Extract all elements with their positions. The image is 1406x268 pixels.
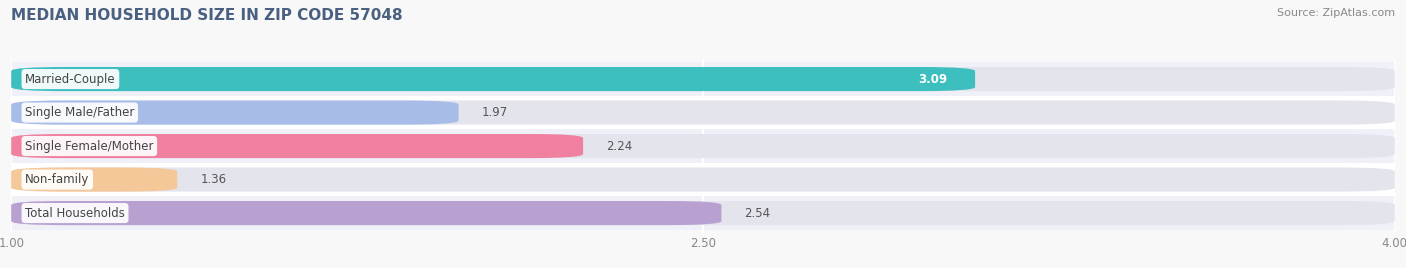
FancyBboxPatch shape [11, 168, 177, 192]
Text: 3.09: 3.09 [918, 73, 948, 85]
Text: 2.54: 2.54 [745, 207, 770, 219]
FancyBboxPatch shape [11, 100, 458, 125]
Bar [11, 129, 1395, 163]
Text: Single Female/Mother: Single Female/Mother [25, 140, 153, 152]
FancyBboxPatch shape [11, 67, 1395, 91]
Text: MEDIAN HOUSEHOLD SIZE IN ZIP CODE 57048: MEDIAN HOUSEHOLD SIZE IN ZIP CODE 57048 [11, 8, 404, 23]
Bar [11, 163, 1395, 196]
Text: Non-family: Non-family [25, 173, 90, 186]
FancyBboxPatch shape [11, 134, 1395, 158]
Text: 2.24: 2.24 [606, 140, 633, 152]
Bar [11, 62, 1395, 96]
FancyBboxPatch shape [11, 67, 976, 91]
FancyBboxPatch shape [11, 201, 1395, 225]
Bar [11, 196, 1395, 230]
FancyBboxPatch shape [11, 134, 583, 158]
Bar [11, 96, 1395, 129]
Text: Total Households: Total Households [25, 207, 125, 219]
Text: Single Male/Father: Single Male/Father [25, 106, 135, 119]
FancyBboxPatch shape [11, 201, 721, 225]
Text: Married-Couple: Married-Couple [25, 73, 115, 85]
Text: Source: ZipAtlas.com: Source: ZipAtlas.com [1277, 8, 1395, 18]
FancyBboxPatch shape [11, 168, 1395, 192]
Text: 1.97: 1.97 [482, 106, 508, 119]
Text: 1.36: 1.36 [200, 173, 226, 186]
FancyBboxPatch shape [11, 100, 1395, 125]
